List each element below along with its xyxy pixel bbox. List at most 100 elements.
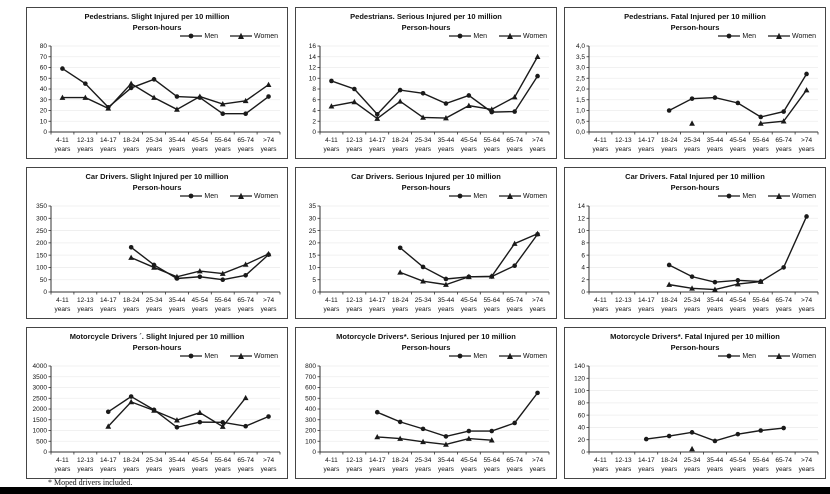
svg-text:years: years — [507, 146, 524, 153]
svg-text:18-24: 18-24 — [123, 137, 140, 144]
svg-text:years: years — [799, 146, 816, 153]
svg-text:3,5: 3,5 — [576, 54, 585, 61]
legend-label: Men — [742, 32, 756, 40]
svg-text:years: years — [592, 146, 609, 153]
legend-item-men: Men — [180, 32, 218, 40]
svg-text:years: years — [415, 306, 432, 313]
svg-text:years: years — [215, 466, 232, 473]
svg-text:years: years — [438, 146, 455, 153]
svg-text:55-64: 55-64 — [752, 457, 769, 464]
legend-label: Women — [254, 192, 278, 200]
chart-legend: Men Women — [718, 32, 816, 40]
men-line-marker-icon — [180, 33, 203, 39]
legend-item-men: Men — [449, 352, 487, 360]
svg-text:150: 150 — [36, 252, 47, 259]
svg-text:years: years — [638, 466, 655, 473]
svg-text:years: years — [415, 466, 432, 473]
svg-text:years: years — [392, 466, 409, 473]
charts-grid: Pedestrians. Slight Injured per 10 milli… — [26, 7, 826, 479]
legend-item-men: Men — [180, 352, 218, 360]
panel-pedestrians-fatal: Pedestrians. Fatal Injured per 10 millio… — [564, 7, 826, 159]
svg-text:years: years — [530, 306, 547, 313]
svg-text:>74: >74 — [801, 457, 812, 464]
svg-text:years: years — [707, 466, 724, 473]
svg-text:500: 500 — [305, 395, 316, 402]
svg-text:0: 0 — [43, 289, 47, 296]
svg-text:years: years — [592, 466, 609, 473]
footnote: * Moped drivers included. — [48, 478, 133, 487]
legend-label: Men — [204, 32, 218, 40]
svg-text:3,0: 3,0 — [576, 65, 585, 72]
svg-text:60: 60 — [578, 412, 586, 419]
svg-text:4-11: 4-11 — [594, 137, 607, 144]
svg-text:years: years — [776, 306, 793, 313]
chart-legend: Men Women — [718, 352, 816, 360]
svg-text:years: years — [215, 146, 232, 153]
svg-text:years: years — [392, 306, 409, 313]
svg-text:6: 6 — [312, 97, 316, 104]
svg-text:10: 10 — [309, 265, 317, 272]
svg-text:years: years — [146, 146, 163, 153]
women-line-marker-icon — [499, 32, 521, 39]
chart-canvas: 0 500 1000 1500 2000 2500 3000 3500 4000 4-11 year… — [33, 363, 281, 473]
svg-text:years: years — [369, 466, 386, 473]
svg-text:years: years — [123, 306, 140, 313]
svg-text:>74: >74 — [263, 457, 274, 464]
svg-text:years: years — [369, 306, 386, 313]
svg-text:35-44: 35-44 — [169, 457, 186, 464]
svg-text:25-34: 25-34 — [146, 297, 163, 304]
svg-text:years: years — [169, 146, 186, 153]
svg-text:800: 800 — [305, 363, 316, 370]
legend-item-women: Women — [230, 32, 278, 40]
chart-legend: Men Women — [180, 352, 278, 360]
svg-text:years: years — [461, 306, 478, 313]
svg-text:18-24: 18-24 — [661, 457, 678, 464]
chart-canvas: 0 100 200 300 400 500 600 700 800 4-11 years 12-13 y… — [305, 363, 550, 473]
svg-text:4-11: 4-11 — [56, 297, 69, 304]
chart-title-line1: Motorcycle Drivers ´. Slight Injured per… — [69, 332, 245, 341]
svg-text:years: years — [661, 306, 678, 313]
svg-text:years: years — [753, 466, 770, 473]
svg-text:years: years — [77, 466, 94, 473]
legend-item-men: Men — [718, 352, 756, 360]
svg-text:2,0: 2,0 — [576, 86, 585, 93]
chart-title: Car Drivers. Slight Injured per 10 milli… — [27, 172, 287, 193]
svg-text:12-13: 12-13 — [77, 457, 94, 464]
legend-label: Women — [792, 32, 816, 40]
svg-text:4-11: 4-11 — [325, 297, 338, 304]
svg-text:1,0: 1,0 — [576, 108, 585, 115]
svg-text:0: 0 — [43, 129, 47, 136]
svg-text:4-11: 4-11 — [325, 457, 338, 464]
women-line-marker-icon — [499, 192, 521, 199]
svg-text:55-64: 55-64 — [752, 297, 769, 304]
svg-text:45-54: 45-54 — [730, 137, 747, 144]
svg-text:35-44: 35-44 — [169, 297, 186, 304]
svg-text:4000: 4000 — [33, 363, 48, 370]
svg-text:4-11: 4-11 — [325, 137, 338, 144]
svg-text:14-17: 14-17 — [100, 137, 117, 144]
svg-text:years: years — [192, 306, 209, 313]
legend-label: Men — [473, 32, 487, 40]
svg-text:years: years — [753, 306, 770, 313]
chart-canvas: 0 10 20 30 40 50 60 70 80 4-11 years 12-13 years 14-1… — [40, 43, 281, 153]
svg-text:years: years — [261, 466, 278, 473]
chart-title: Motorcycle Drivers*. Serious Injured per… — [296, 332, 556, 353]
svg-text:years: years — [54, 306, 71, 313]
svg-text:years: years — [615, 466, 632, 473]
svg-text:65-74: 65-74 — [775, 297, 792, 304]
svg-text:55-64: 55-64 — [214, 137, 231, 144]
legend-label: Women — [523, 352, 547, 360]
svg-text:50: 50 — [40, 75, 48, 82]
svg-text:55-64: 55-64 — [483, 457, 500, 464]
svg-text:200: 200 — [305, 428, 316, 435]
svg-text:years: years — [730, 146, 747, 153]
men-line-marker-icon — [718, 33, 741, 39]
svg-text:600: 600 — [305, 385, 316, 392]
svg-text:300: 300 — [305, 417, 316, 424]
svg-text:>74: >74 — [801, 137, 812, 144]
svg-text:80: 80 — [40, 43, 48, 50]
svg-text:25-34: 25-34 — [146, 457, 163, 464]
svg-text:14-17: 14-17 — [100, 457, 117, 464]
svg-text:55-64: 55-64 — [483, 137, 500, 144]
women-line-marker-icon — [230, 192, 252, 199]
